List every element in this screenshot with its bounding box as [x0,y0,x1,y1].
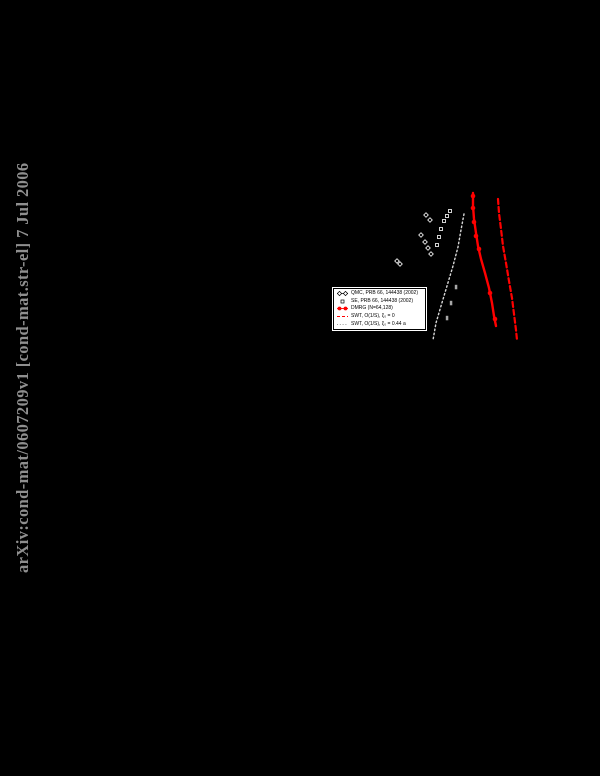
legend-entry-se: SE, PRB 66, 144438 (2002) [336,298,423,305]
legend-entry-swt-dotted: SWT, O(1/S), ξ₀ = 0.44 a [336,320,423,327]
legend-entry-qmc: QMC, PRB 66, 144438 (2002) [336,290,423,297]
legend-label-dmrg: DMRG (N=64,128) [351,305,393,312]
red-dashed-line-icon [337,316,348,318]
filled-circles-line-icon [337,307,348,311]
legend-label-qmc: QMC, PRB 66, 144438 (2002) [351,290,418,297]
legend-entry-swt-dashed: SWT, O(1/S), ξ₀ = 0 [336,313,423,320]
dotted-line-icon [337,323,348,325]
legend-label-swt-dashed: SWT, O(1/S), ξ₀ = 0 [351,313,395,320]
legend-label-se: SE, PRB 66, 144438 (2002) [351,297,413,304]
figure-legend: QMC, PRB 66, 144438 (2002) SE, PRB 66, 1… [332,287,427,331]
open-square-icon [340,299,345,304]
legend-entry-dmrg: DMRG (N=64,128) [336,305,423,312]
open-diamonds-line-icon [336,291,349,297]
legend-label-swt-dotted: SWT, O(1/S), ξ₀ = 0.44 a [351,320,406,327]
